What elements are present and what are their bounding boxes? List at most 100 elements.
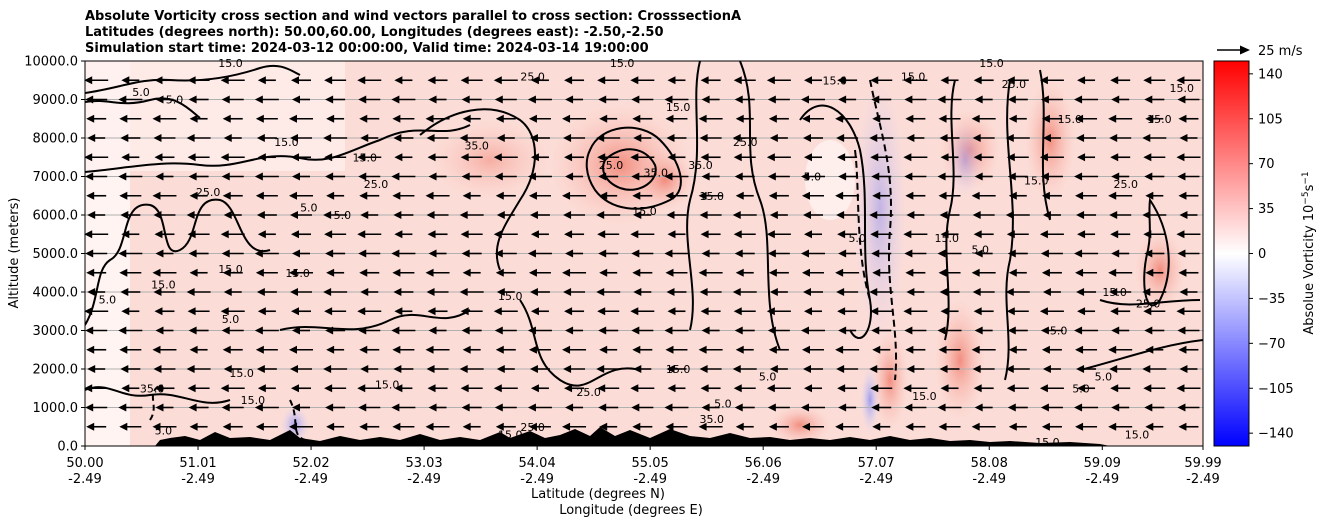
wind-vector xyxy=(85,403,108,412)
wind-vector xyxy=(904,403,927,412)
wind-vector xyxy=(733,153,756,162)
wind-vector xyxy=(493,230,518,239)
wind-vector xyxy=(872,422,891,431)
wind-vectors xyxy=(84,76,1201,431)
wind-vector xyxy=(664,95,689,104)
wind-vector xyxy=(1074,249,1099,258)
wind-vector xyxy=(393,211,414,219)
wind-vector xyxy=(565,403,584,412)
wind-vector xyxy=(904,172,927,181)
wind-vector xyxy=(1039,153,1064,162)
wind-vector xyxy=(698,345,723,354)
wind-vector xyxy=(769,288,788,296)
wind-vector xyxy=(527,172,552,181)
wind-vector xyxy=(221,403,244,412)
wind-vector xyxy=(1040,95,1063,104)
wind-vector xyxy=(528,345,551,354)
wind-vector xyxy=(1110,153,1131,162)
wind-vector xyxy=(220,307,245,316)
wind-vector xyxy=(118,172,143,181)
x-axis: 50.00-2.4951.01-2.4952.02-2.4953.03-2.49… xyxy=(66,446,1222,487)
wind-vector xyxy=(630,230,655,239)
wind-vector xyxy=(836,288,859,296)
x-tick-label-lon: -2.49 xyxy=(68,472,102,487)
wind-vector xyxy=(1005,365,1030,373)
contour-label: 25.0 xyxy=(520,421,545,434)
wind-vector xyxy=(462,268,481,277)
wind-vector xyxy=(599,345,618,354)
wind-vector xyxy=(735,345,754,354)
contour-label: 15.0 xyxy=(498,290,523,303)
wind-vector xyxy=(563,211,586,219)
wind-vector xyxy=(837,230,858,239)
wind-vector xyxy=(666,211,687,219)
wind-vector xyxy=(768,191,789,200)
wind-vector xyxy=(187,307,210,316)
wind-vector xyxy=(222,268,243,277)
wind-vector xyxy=(938,191,961,200)
wind-vector xyxy=(904,249,927,258)
wind-vector xyxy=(529,288,550,296)
wind-vector xyxy=(120,288,141,296)
wind-vector xyxy=(256,134,277,142)
x-tick-label-lat: 57.07 xyxy=(858,456,895,471)
x-axis-label-lat: Latitude (degrees N) xyxy=(531,487,665,502)
wind-vector xyxy=(835,345,860,354)
y-tick-label: 0.0 xyxy=(57,440,78,455)
wind-vector xyxy=(85,249,108,258)
wind-vector xyxy=(1040,172,1063,181)
wind-vector xyxy=(903,307,928,316)
wind-vector xyxy=(699,134,722,142)
wind-vector xyxy=(1111,326,1130,335)
wind-vector xyxy=(189,191,208,200)
wind-vector xyxy=(939,365,960,373)
wind-vector xyxy=(938,114,961,123)
wind-vector xyxy=(700,76,721,85)
contour-label: 35.0 xyxy=(140,382,165,395)
wind-vector xyxy=(1179,211,1198,219)
wind-vector xyxy=(1143,230,1166,239)
wind-vector xyxy=(768,422,789,431)
wind-vector xyxy=(1109,134,1132,142)
wind-vector xyxy=(631,326,654,335)
wind-vector xyxy=(494,249,517,258)
wind-vector xyxy=(701,326,720,335)
wind-vector xyxy=(358,403,381,412)
wind-vector xyxy=(1176,76,1201,85)
wind-vector xyxy=(801,345,824,354)
wind-vector xyxy=(700,307,721,316)
colorbar xyxy=(1213,60,1250,447)
wind-vector xyxy=(940,384,959,393)
wind-vector xyxy=(939,288,960,296)
wind-vector xyxy=(1109,365,1132,373)
title-line-3: Simulation start time: 2024-03-12 00:00:… xyxy=(85,41,649,56)
wind-vector xyxy=(186,134,211,142)
wind-vector xyxy=(360,134,379,142)
wind-vector xyxy=(223,211,242,219)
wind-vector xyxy=(394,307,413,316)
wind-vector xyxy=(425,422,450,431)
contour-label: 15.0 xyxy=(1058,113,1083,126)
wind-vector xyxy=(667,307,686,316)
wind-vector xyxy=(870,153,893,162)
wind-vector xyxy=(801,191,824,200)
wind-vector xyxy=(1145,268,1164,277)
wind-vector xyxy=(324,230,347,239)
wind-vector xyxy=(527,249,552,258)
wind-vector xyxy=(118,249,143,258)
contour-label: 35.0 xyxy=(644,167,669,180)
wind-vector xyxy=(734,403,755,412)
wind-vector xyxy=(291,326,310,335)
wind-vector xyxy=(733,230,756,239)
wind-vector xyxy=(769,365,788,373)
wind-vector xyxy=(699,365,722,373)
wind-vector xyxy=(633,288,652,296)
contour-label: 15.0 xyxy=(353,151,378,164)
wind-vector xyxy=(768,268,789,277)
colorbar-tick-label: −140 xyxy=(1258,427,1294,442)
wind-vector xyxy=(256,211,277,219)
wind-vector xyxy=(666,288,687,296)
contour-label: 5.0 xyxy=(166,94,184,107)
wind-vector xyxy=(87,288,106,296)
wind-vector xyxy=(1008,191,1027,200)
